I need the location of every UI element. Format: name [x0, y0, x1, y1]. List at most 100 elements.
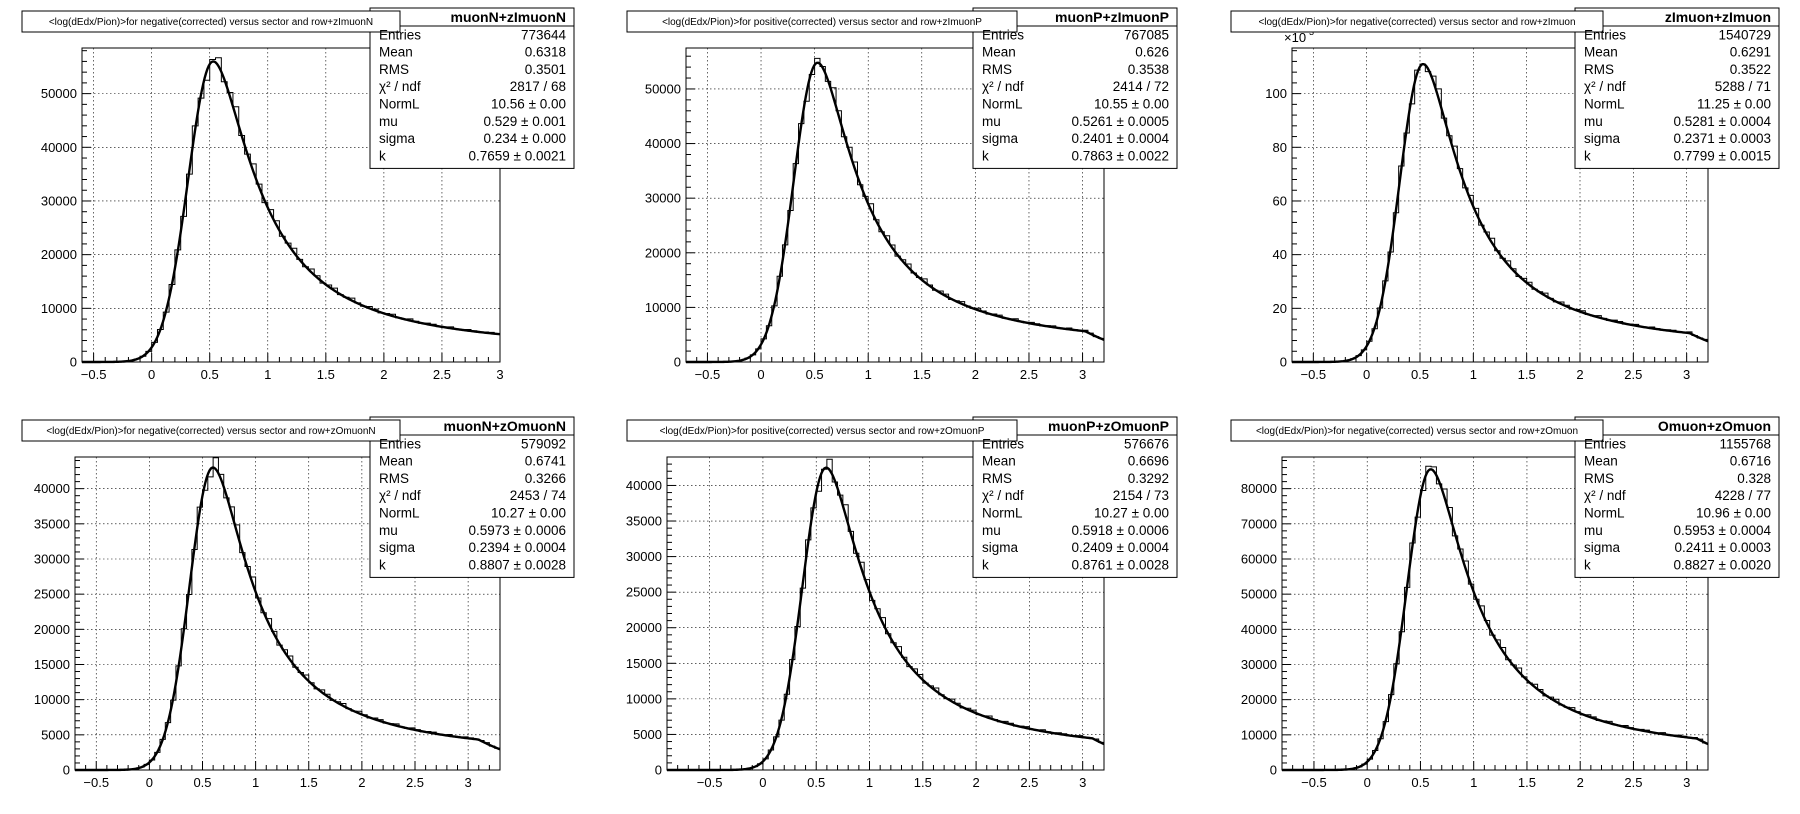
- stats-name: sigma: [379, 131, 416, 146]
- y-tick-label: 15000: [626, 656, 662, 671]
- fit-curve: [667, 466, 1105, 772]
- y-tick-label: 10000: [1241, 727, 1277, 742]
- x-tick-label: 0: [146, 775, 153, 790]
- stats-value: 0.6716: [1730, 454, 1771, 469]
- stats-name: Entries: [1584, 436, 1626, 451]
- y-tick-label: 25000: [626, 585, 662, 600]
- y-tick-label: 10000: [626, 691, 662, 706]
- fit-curve: [82, 60, 501, 364]
- plot-title-overlay: <log(dEdx/Pion)>for positive(corrected) …: [662, 17, 982, 28]
- stats-name: χ² / ndf: [982, 79, 1024, 94]
- stats-value: 0.3501: [525, 62, 566, 77]
- stats-value: 10.27 ± 0.00: [491, 506, 566, 521]
- stats-value: 0.7863 ± 0.0022: [1072, 148, 1170, 163]
- x-tick-label: −0.5: [695, 367, 721, 382]
- stats-name: RMS: [1584, 62, 1614, 77]
- histogram-panel: −0.5 0 0.5 1 1.5 2 2.5 3 0 5000 10000 15000 20000 250…: [21, 416, 575, 790]
- y-tick-label: 20000: [1241, 692, 1277, 707]
- y-tick-label: 30000: [645, 191, 681, 206]
- stats-name: k: [379, 557, 386, 572]
- x-tick-label: −0.5: [1300, 367, 1326, 382]
- fit-curve: [686, 61, 1105, 364]
- y-tick-label: 30000: [1241, 657, 1277, 672]
- x-tick-label: 2: [380, 367, 387, 382]
- histogram-panel: −0.5 0 0.5 1 1.5 2 2.5 3 0 10000 20000 30000 40000 50…: [1230, 416, 1780, 790]
- stats-name: RMS: [982, 471, 1012, 486]
- x-tick-label: 1: [264, 367, 271, 382]
- plot-title-overlay: <log(dEdx/Pion)>for positive(corrected) …: [660, 426, 985, 437]
- x-tick-label: 3: [1683, 367, 1690, 382]
- x-tick-label: 2: [1577, 775, 1584, 790]
- y-tick-label: 0: [655, 763, 662, 778]
- stats-value: 11.25 ± 0.00: [1697, 97, 1771, 112]
- x-tick-label: 1: [252, 775, 259, 790]
- title-box-overlay: [626, 10, 1018, 33]
- x-tick-label: 1: [866, 775, 873, 790]
- y-exponent-label: ×10: [1284, 30, 1306, 45]
- stats-name: RMS: [1584, 471, 1614, 486]
- stats-name: Entries: [982, 436, 1024, 451]
- x-tick-label: 1.5: [913, 367, 931, 382]
- stats-header: muonP+zOmuonP: [1048, 418, 1169, 434]
- x-tick-label: 1.5: [914, 775, 932, 790]
- y-tick-label: 60000: [1241, 551, 1277, 566]
- stats-name: sigma: [379, 540, 416, 555]
- x-tick-label: 2: [972, 367, 979, 382]
- stats-name: NormL: [1584, 97, 1625, 112]
- stats-name: Mean: [1584, 454, 1618, 469]
- stats-value: 579092: [521, 436, 566, 451]
- stats-name: RMS: [379, 62, 409, 77]
- title-box-overlay: [21, 10, 401, 33]
- stats-value: 0.5918 ± 0.0006: [1072, 523, 1170, 538]
- stats-header: muonN+zImuonN: [451, 9, 567, 25]
- stats-box: [369, 7, 575, 169]
- x-tick-label: 0.5: [1411, 367, 1429, 382]
- stats-name: k: [1584, 557, 1591, 572]
- stats-name: Entries: [379, 27, 421, 42]
- y-tick-label: 10000: [645, 300, 681, 315]
- y-tick-label: 40000: [645, 136, 681, 151]
- stats-name: NormL: [379, 506, 420, 521]
- y-tick-label: 40000: [34, 481, 70, 496]
- title-box-overlay: [21, 419, 401, 442]
- stats-value: 0.3538: [1128, 62, 1169, 77]
- stats-value: 0.8761 ± 0.0028: [1072, 557, 1170, 572]
- stats-value: 0.5261 ± 0.0005: [1072, 114, 1170, 129]
- stats-name: χ² / ndf: [1584, 79, 1626, 94]
- x-tick-label: 0: [148, 367, 155, 382]
- fit-curve: [75, 466, 501, 772]
- stats-value: 0.3266: [525, 471, 566, 486]
- y-tick-label: 35000: [626, 514, 662, 529]
- stats-name: sigma: [1584, 131, 1621, 146]
- stats-header: muonP+zImuonP: [1055, 9, 1169, 25]
- stats-value: 0.8807 ± 0.0028: [469, 557, 567, 572]
- x-tick-label: 3: [465, 775, 472, 790]
- stats-name: Mean: [379, 45, 413, 60]
- stats-value: 0.2409 ± 0.0004: [1072, 540, 1170, 555]
- y-tick-label: 30000: [626, 549, 662, 564]
- stats-value: 2414 / 72: [1113, 79, 1169, 94]
- stats-value: 2154 / 73: [1113, 488, 1169, 503]
- x-tick-label: 1.5: [1518, 775, 1536, 790]
- fit-curve: [1292, 62, 1709, 364]
- x-tick-label: 2: [1576, 367, 1583, 382]
- stats-name: NormL: [379, 97, 420, 112]
- histogram-panel: −0.5 0 0.5 1 1.5 2 2.5 3 0 10000 20000 30000 40000 50…: [21, 7, 575, 382]
- stats-value: 0.529 ± 0.001: [484, 114, 566, 129]
- stats-box: [1574, 7, 1780, 169]
- stats-name: sigma: [982, 131, 1019, 146]
- stats-name: k: [982, 148, 989, 163]
- stats-value: 0.6291: [1730, 45, 1771, 60]
- y-tick-label: 60: [1273, 193, 1287, 208]
- y-tick-label: 100: [1265, 86, 1287, 101]
- stats-name: mu: [379, 114, 398, 129]
- histogram-panel: −0.5 0 0.5 1 1.5 2 2.5 3 0 10000 20000 30000 40000 50…: [626, 7, 1178, 382]
- x-tick-label: 2.5: [1624, 775, 1642, 790]
- stats-name: sigma: [1584, 540, 1621, 555]
- stats-value: 0.2401 ± 0.0004: [1072, 131, 1170, 146]
- y-tick-label: 35000: [34, 516, 70, 531]
- y-tick-label: 20000: [645, 245, 681, 260]
- y-tick-label: 5000: [41, 727, 70, 742]
- title-box-overlay: [626, 419, 1018, 442]
- plot-title-overlay: <log(dEdx/Pion)>for negative(corrected) …: [1256, 426, 1578, 437]
